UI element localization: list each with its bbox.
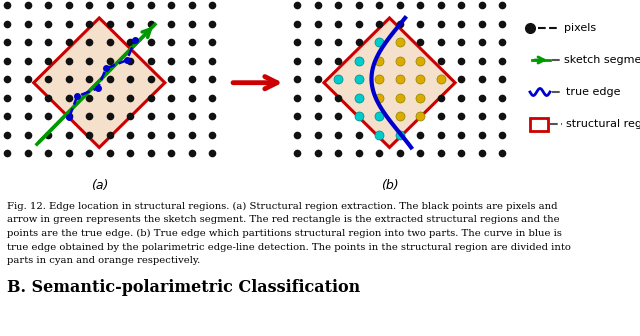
Text: Fig. 12. Edge location in structural regions. (a) Structural region extraction. : Fig. 12. Edge location in structural reg… (7, 202, 557, 211)
Text: pixels: pixels (564, 23, 596, 33)
Text: points are the true edge. (b) True edge which partitions structural region into : points are the true edge. (b) True edge … (7, 229, 562, 238)
Text: B. Semantic-polarimetric Classification: B. Semantic-polarimetric Classification (7, 280, 360, 296)
Polygon shape (34, 18, 165, 148)
Text: true edge: true edge (566, 87, 621, 97)
Text: true edge obtained by the polarimetric edge-line detection. The points in the st: true edge obtained by the polarimetric e… (7, 243, 571, 252)
Text: (a): (a) (91, 179, 108, 193)
Text: structural region: structural region (566, 119, 640, 129)
Text: parts in cyan and orange respectively.: parts in cyan and orange respectively. (7, 256, 200, 265)
Polygon shape (324, 18, 455, 148)
Text: (b): (b) (381, 179, 398, 193)
Text: arrow in green represents the sketch segment. The red rectangle is the extracted: arrow in green represents the sketch seg… (7, 215, 559, 224)
Bar (530, 118, 548, 130)
Text: sketch segment: sketch segment (564, 55, 640, 65)
